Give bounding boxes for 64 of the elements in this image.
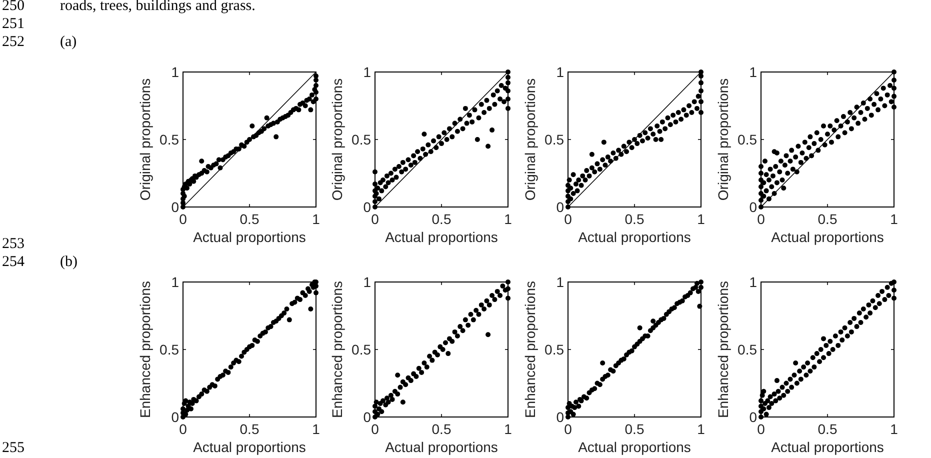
y-tick-label: 0.5 bbox=[160, 131, 180, 148]
y-tick-label: 1 bbox=[749, 64, 758, 80]
x-tick-label: 1 bbox=[312, 211, 320, 227]
x-tick-label: 1 bbox=[697, 421, 706, 437]
x-axis-title: Actual proportions bbox=[771, 439, 884, 455]
x-tick-label: 0.5 bbox=[240, 421, 260, 437]
y-tick-label: 0.5 bbox=[352, 131, 372, 148]
y-axis-title: Original proportions bbox=[715, 78, 731, 201]
text: (a) bbox=[60, 34, 77, 50]
y-axis-title: Enhanced proportions bbox=[137, 281, 153, 418]
x-tick-label: 0.5 bbox=[240, 211, 260, 227]
text: 253 bbox=[2, 236, 24, 252]
x-tick-label: 0.5 bbox=[818, 421, 838, 437]
y-tick-label: 0 bbox=[363, 198, 372, 215]
y-tick-label: 0.5 bbox=[544, 341, 564, 358]
text: 255 bbox=[2, 440, 24, 456]
x-tick-label: 0.5 bbox=[432, 421, 452, 437]
y-tick-label: 0.5 bbox=[352, 341, 372, 358]
text: (b) bbox=[60, 254, 78, 270]
x-tick-label: 1 bbox=[697, 211, 706, 227]
y-tick-label: 1 bbox=[556, 64, 564, 80]
y-tick-label: 1 bbox=[171, 64, 180, 80]
x-axis-title: Actual proportions bbox=[771, 229, 884, 245]
y-axis-title: Enhanced proportions bbox=[522, 281, 538, 418]
y-tick-label: 1 bbox=[363, 274, 372, 290]
x-axis-title: Actual proportions bbox=[578, 439, 691, 455]
x-tick-label: 0.5 bbox=[818, 211, 838, 227]
text: 254 bbox=[2, 254, 25, 270]
y-tick-label: 0 bbox=[171, 408, 180, 425]
x-tick-label: 0.5 bbox=[432, 211, 452, 227]
x-axis-title: Actual proportions bbox=[385, 229, 498, 245]
text: 250 bbox=[2, 0, 24, 14]
text: 252 bbox=[2, 34, 24, 50]
x-axis-title: Actual proportions bbox=[578, 229, 691, 245]
y-tick-label: 1 bbox=[363, 64, 372, 80]
y-tick-label: 1 bbox=[171, 274, 180, 290]
y-tick-label: 1 bbox=[556, 274, 564, 290]
y-tick-label: 0 bbox=[749, 198, 758, 215]
y-tick-label: 0 bbox=[749, 408, 758, 425]
x-axis-title: Actual proportions bbox=[193, 229, 306, 245]
x-tick-label: 1 bbox=[312, 421, 320, 437]
x-axis-title: Actual proportions bbox=[385, 439, 498, 455]
x-tick-label: 1 bbox=[504, 211, 512, 227]
x-tick-label: 1 bbox=[890, 211, 898, 227]
y-axis-title: Enhanced proportions bbox=[715, 281, 731, 418]
y-axis-title: Enhanced proportions bbox=[329, 281, 345, 418]
y-tick-label: 0.5 bbox=[544, 131, 564, 148]
y-axis-title: Original proportions bbox=[329, 78, 345, 201]
y-tick-label: 0 bbox=[363, 408, 372, 425]
y-tick-label: 0 bbox=[556, 198, 564, 215]
y-tick-label: 0.5 bbox=[160, 341, 180, 358]
y-axis-title: Original proportions bbox=[137, 78, 153, 201]
y-tick-label: 0.5 bbox=[738, 131, 758, 148]
x-tick-label: 0.5 bbox=[624, 421, 644, 437]
x-tick-label: 1 bbox=[504, 421, 512, 437]
y-tick-label: 0 bbox=[171, 198, 180, 215]
y-tick-label: 0.5 bbox=[738, 341, 758, 358]
x-axis-title: Actual proportions bbox=[193, 439, 306, 455]
x-tick-label: 0.5 bbox=[624, 211, 644, 227]
y-axis-title: Original proportions bbox=[522, 78, 538, 201]
text: 251 bbox=[2, 16, 24, 32]
x-tick-label: 1 bbox=[890, 421, 898, 437]
y-tick-label: 1 bbox=[749, 274, 758, 290]
y-tick-label: 0 bbox=[556, 408, 564, 425]
